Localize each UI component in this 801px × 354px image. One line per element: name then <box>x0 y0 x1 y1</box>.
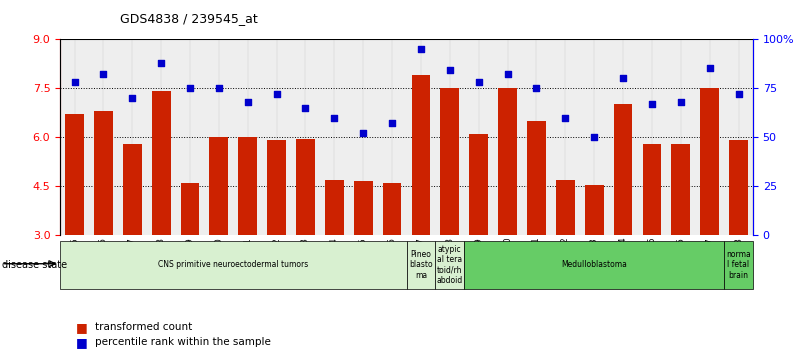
Bar <box>60 241 406 289</box>
Bar <box>441 88 459 235</box>
Bar <box>465 241 724 289</box>
Text: CNS primitive neuroectodermal tumors: CNS primitive neuroectodermal tumors <box>158 260 308 269</box>
Bar <box>527 121 545 235</box>
Bar <box>65 114 84 235</box>
Bar <box>671 144 690 235</box>
Bar <box>585 185 603 235</box>
Bar <box>354 181 372 235</box>
Point <box>356 130 369 136</box>
Bar <box>123 144 142 235</box>
Text: percentile rank within the sample: percentile rank within the sample <box>95 337 271 347</box>
Point <box>241 99 254 105</box>
Text: disease state: disease state <box>2 260 66 270</box>
Point <box>68 79 81 85</box>
Bar <box>729 141 748 235</box>
Point <box>270 91 283 97</box>
Bar <box>268 141 286 235</box>
Bar <box>210 137 228 235</box>
Point <box>299 105 312 110</box>
Bar <box>406 241 436 289</box>
Point <box>501 72 514 77</box>
Point <box>732 91 745 97</box>
Point <box>703 65 716 71</box>
Bar <box>642 144 662 235</box>
Bar <box>614 104 633 235</box>
Point <box>97 72 110 77</box>
Point <box>155 60 167 65</box>
Text: ■: ■ <box>76 336 88 349</box>
Bar <box>239 137 257 235</box>
Bar <box>700 88 719 235</box>
Bar <box>94 111 113 235</box>
Text: atypic
al tera
toid/rh
abdoid: atypic al tera toid/rh abdoid <box>437 245 463 285</box>
Point <box>183 85 196 91</box>
Point <box>415 46 428 52</box>
Point <box>328 115 340 120</box>
Bar <box>469 134 488 235</box>
Point <box>646 101 658 107</box>
Text: ■: ■ <box>76 321 88 334</box>
Bar <box>556 180 574 235</box>
Bar <box>724 241 753 289</box>
Text: norma
l fetal
brain: norma l fetal brain <box>727 250 751 280</box>
Point <box>212 85 225 91</box>
Bar <box>325 180 344 235</box>
Bar <box>436 241 465 289</box>
Bar <box>383 183 401 235</box>
Text: Medulloblastoma: Medulloblastoma <box>562 260 627 269</box>
Point <box>126 95 139 101</box>
Point <box>617 75 630 81</box>
Bar <box>180 183 199 235</box>
Point <box>559 115 572 120</box>
Point <box>473 79 485 85</box>
Point <box>530 85 543 91</box>
Bar <box>498 88 517 235</box>
Bar <box>296 139 315 235</box>
Text: transformed count: transformed count <box>95 322 191 332</box>
Point <box>588 134 601 140</box>
Bar <box>151 91 171 235</box>
Point <box>444 68 457 73</box>
Text: Pineo
blasto
ma: Pineo blasto ma <box>409 250 433 280</box>
Point <box>385 121 398 126</box>
Bar <box>412 75 430 235</box>
Point <box>674 99 687 105</box>
Text: GDS4838 / 239545_at: GDS4838 / 239545_at <box>120 12 258 25</box>
